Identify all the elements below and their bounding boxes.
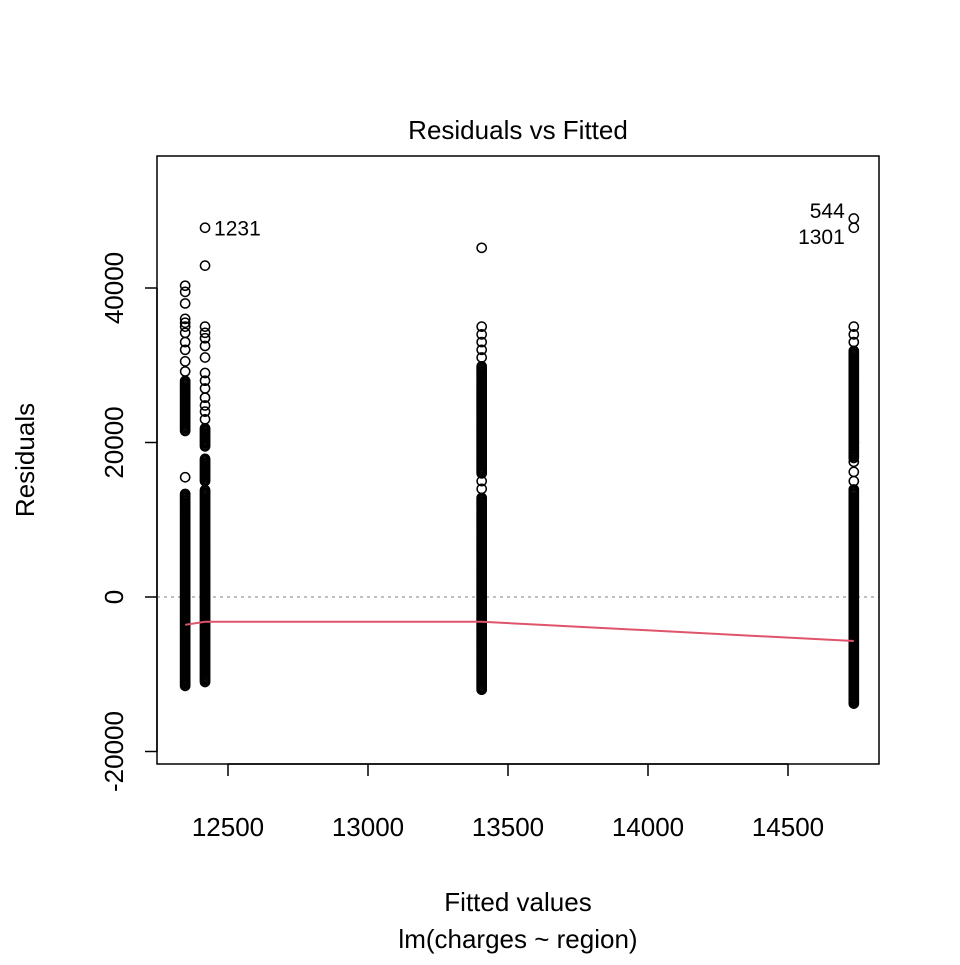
data-point <box>476 336 488 348</box>
data-point <box>179 366 191 377</box>
data-point <box>179 298 191 309</box>
data-point <box>199 260 211 271</box>
data-point <box>199 400 211 411</box>
data-point <box>199 413 211 425</box>
y-tick-label: -20000 <box>99 711 129 792</box>
x-tick-label: 13000 <box>332 812 404 842</box>
data-point <box>476 475 488 487</box>
x-tick-label: 14500 <box>752 812 824 842</box>
y-tick-label: 40000 <box>99 252 129 324</box>
data-point <box>476 242 488 254</box>
chart-title: Residuals vs Fitted <box>408 115 628 145</box>
data-point <box>179 286 191 298</box>
data-point <box>848 437 860 448</box>
plot-frame <box>156 155 880 765</box>
data-point <box>199 340 211 352</box>
point-label: 1301 <box>798 226 845 249</box>
data-point <box>848 336 860 348</box>
smoother-line <box>185 620 854 643</box>
data-point <box>476 321 488 332</box>
data-point <box>848 329 860 340</box>
y-axis-label: Residuals <box>10 403 40 517</box>
data-point <box>199 327 211 339</box>
data-point <box>179 317 191 329</box>
data-point <box>179 313 191 325</box>
data-point <box>848 456 860 468</box>
data-point <box>476 483 488 495</box>
data-point <box>199 375 211 387</box>
data-point <box>848 222 860 234</box>
x-tick-label: 12500 <box>192 812 264 842</box>
data-point <box>848 484 860 495</box>
data-point <box>848 213 860 224</box>
data-point <box>476 329 488 340</box>
point-label: 1231 <box>214 218 261 241</box>
data-point <box>199 406 211 417</box>
y-tick-label: 20000 <box>99 406 129 478</box>
data-point <box>199 383 211 394</box>
data-point <box>179 280 191 292</box>
x-axis-subtitle: lm(charges ~ region) <box>398 924 637 954</box>
data-point <box>199 367 211 379</box>
point-label: 544 <box>810 200 845 223</box>
y-tick-label: 0 <box>99 590 129 604</box>
data-point <box>199 332 211 344</box>
data-point <box>848 321 860 332</box>
x-axis-label: Fitted values <box>444 887 591 917</box>
data-point <box>476 344 488 356</box>
data-point <box>199 222 211 234</box>
data-point <box>179 471 191 483</box>
data-point <box>199 352 211 363</box>
data-point <box>199 453 211 465</box>
data-point <box>179 344 191 356</box>
data-point <box>179 327 191 339</box>
data-point <box>179 356 191 367</box>
data-point <box>179 488 191 500</box>
x-tick-label: 13500 <box>472 812 544 842</box>
data-point <box>476 352 488 363</box>
x-tick-label: 14000 <box>612 812 684 842</box>
data-point <box>199 321 211 332</box>
data-point <box>848 466 860 478</box>
data-point <box>179 321 191 332</box>
